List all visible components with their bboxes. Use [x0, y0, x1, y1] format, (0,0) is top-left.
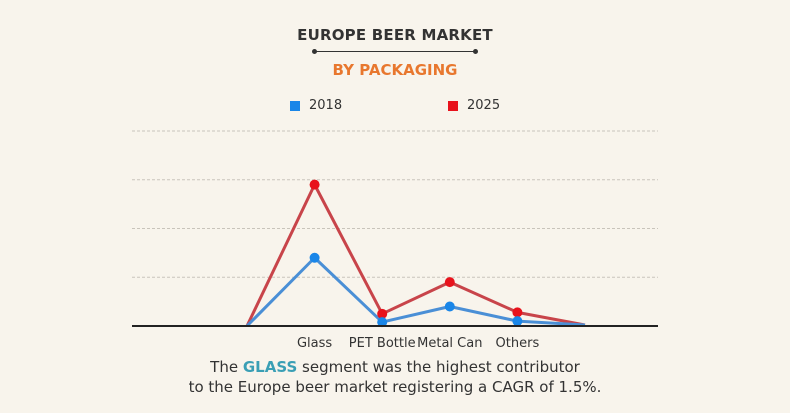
caption-line-2: to the Europe beer market registering a … [188, 378, 602, 396]
legend-label-2025: 2025 [467, 98, 501, 113]
chart-title: EUROPE BEER MARKET [297, 26, 493, 44]
data-point-2018 [444, 301, 455, 312]
data-point-2025 [309, 179, 320, 190]
legend-swatch-2018 [290, 100, 300, 111]
caption-line-1: The GLASS segment was the highest contri… [0, 357, 790, 377]
legend-swatch-2025 [448, 100, 458, 111]
divider-dot-right [473, 49, 478, 54]
caption-highlight: GLASS [242, 358, 298, 376]
x-tick-label: PET Bottle [349, 336, 416, 351]
x-tick-label: Others [496, 336, 540, 351]
legend-label-2018: 2018 [309, 98, 343, 113]
legend-item-2025: 2025 [448, 98, 500, 113]
data-point-2025 [444, 277, 455, 288]
divider-dot-left [312, 49, 317, 54]
data-point-2018 [512, 316, 523, 327]
data-point-2025 [377, 308, 388, 319]
legend-item-2018: 2018 [290, 98, 342, 113]
data-point-2025 [512, 307, 523, 318]
title-divider [312, 49, 478, 54]
chart-subtitle: BY PACKAGING [332, 61, 458, 79]
data-point-2018 [309, 252, 320, 263]
chart-caption: The GLASS segment was the highest contri… [0, 357, 790, 397]
data-point-2018 [377, 317, 388, 328]
caption-prefix: The [210, 358, 243, 376]
x-tick-label: Metal Can [417, 336, 482, 351]
caption-line1-rest: segment was the highest contributor [297, 358, 580, 376]
x-tick-label: Glass [297, 336, 332, 351]
series-line-2018 [245, 256, 586, 328]
series-line-2025 [245, 183, 586, 327]
